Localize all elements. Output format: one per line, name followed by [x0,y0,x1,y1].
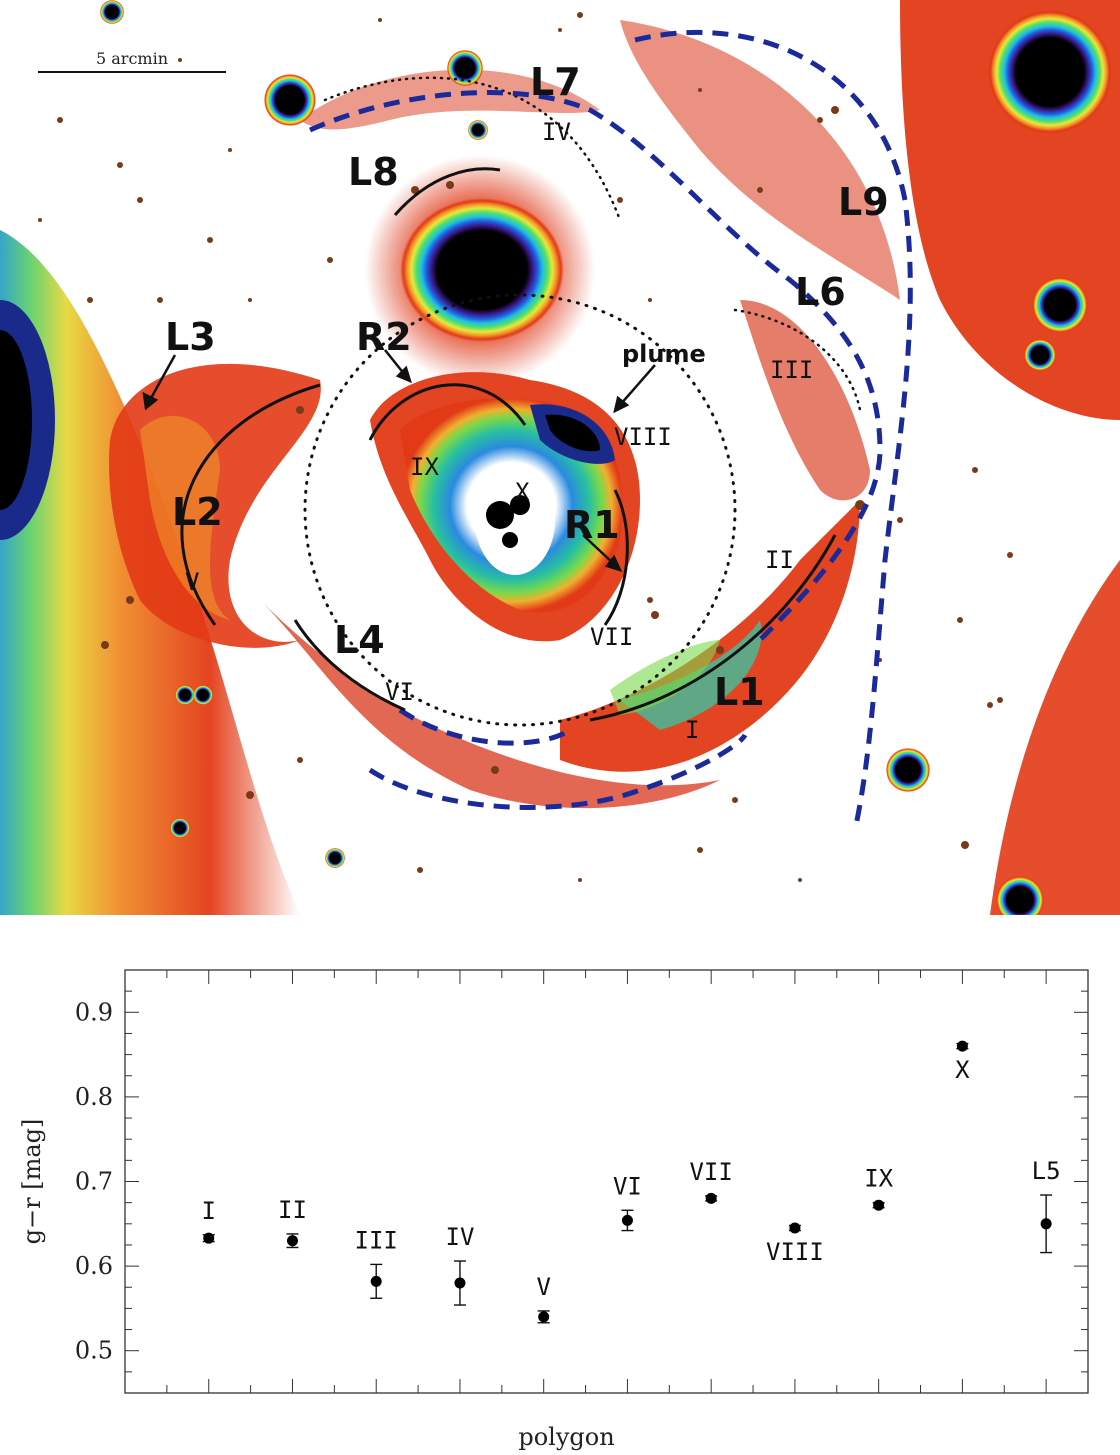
y-tick-label: 0.6 [75,1252,113,1280]
outer-dashed-region [634,30,913,831]
y-axis: 0.5 0.6 0.7 0.8 0.9 [75,969,1088,1394]
y-tick-label: 0.8 [75,1083,113,1111]
polygon-label-ii: II [765,546,794,574]
bright-star [1024,339,1056,371]
point-label: I [202,1197,216,1225]
region-label-l4: L4 [334,618,385,662]
L2-arc [180,383,321,626]
point-label: L5 [1032,1157,1061,1185]
point-l5: L5 [1032,1157,1061,1254]
point-label: IX [864,1165,893,1193]
point-label: VI [613,1172,642,1200]
annotation-arrows [142,349,656,573]
y-axis-label: g−r [mag] [18,1119,46,1245]
R1-arc [603,489,629,626]
region-labels: L7 L8 L9 L6 L3 R2 plume L2 R1 L4 L1 [165,60,889,714]
marker [789,1222,801,1234]
point-ii: II [278,1196,307,1249]
point-label: III [355,1226,398,1254]
point-v: V [536,1273,551,1324]
point-label: VIII [766,1238,824,1266]
x-axis [124,970,1089,1393]
polygon-label-ix: IX [410,453,439,481]
y-tick-label: 0.9 [75,998,113,1026]
point-vii: VII [689,1158,733,1204]
region-label-l9: L9 [838,180,889,224]
bright-star [988,10,1112,134]
point-label: V [536,1273,550,1301]
point-viii: VIII [766,1222,824,1266]
marker [286,1235,298,1247]
polygon-label-v: V [185,568,199,596]
x-axis-label: polygon [518,1423,614,1451]
point-iv: IV [446,1223,475,1306]
marker [454,1277,466,1289]
region-label-l2: L2 [172,490,223,534]
region-label-l3: L3 [165,315,216,359]
polygon-label-i: I [685,716,699,744]
dotted-reference-circle [303,293,737,727]
point-ix: IX [864,1165,894,1211]
marker [203,1232,215,1244]
point-label: VII [689,1158,732,1186]
point-label: X [955,1056,970,1084]
polygon-label-viii: VIII [614,423,672,451]
bright-star-center [400,198,564,342]
marker [538,1311,550,1323]
L6-shell [740,300,870,501]
L4-arc [293,619,406,712]
region-label-l7: L7 [530,60,581,104]
L7-dotted-arc [323,76,622,222]
region-label-l6: L6 [795,270,846,314]
plot-frame [124,969,1089,1394]
region-label-plume: plume [622,340,706,368]
L1-arc [589,534,837,722]
bright-star [1032,277,1088,333]
polygon-label-iv: IV [542,118,571,146]
y-tick-label: 0.5 [75,1337,113,1365]
L6-dotted-arc [733,308,862,412]
marker [705,1192,717,1204]
point-label: II [278,1196,307,1224]
polygon-label-iii: III [770,356,813,384]
marker [370,1275,382,1287]
deep-image-panel: 5 arcmin L7 L8 L9 L6 L3 R2 plume L2 R1 L4 L1 IV III… [0,0,1120,915]
point-iii: III [355,1226,398,1299]
inner-dashed-region [308,90,883,642]
L9-stream [620,20,900,300]
scale-bar-label: 5 arcmin [96,49,168,68]
region-label-r1: R1 [564,503,620,547]
marker [1040,1218,1052,1230]
polygon-label-x: X [515,478,530,506]
lower-right-galaxy-halo [990,560,1120,915]
point-vi: VI [613,1172,642,1232]
point-i: I [202,1197,216,1244]
background-stars [38,12,1013,882]
point-label: IV [446,1223,475,1251]
marker [873,1199,885,1211]
R2-arc [368,383,527,441]
point-x: X [955,1040,970,1084]
region-label-l8: L8 [348,150,399,194]
polygon-label-vii: VII [590,623,633,651]
region-label-r2: R2 [356,315,412,359]
y-tick-label: 0.7 [75,1168,113,1196]
region-label-l1: L1 [714,670,765,714]
marker [956,1040,968,1052]
color-chart-panel: 0.5 0.6 0.7 0.8 0.9 polygon g−r [mag] I II III IV V… [0,915,1120,1455]
marker [621,1214,633,1226]
L8-arc [393,167,501,216]
L4-shell [260,600,720,809]
polygon-label-vi: VI [385,678,414,706]
